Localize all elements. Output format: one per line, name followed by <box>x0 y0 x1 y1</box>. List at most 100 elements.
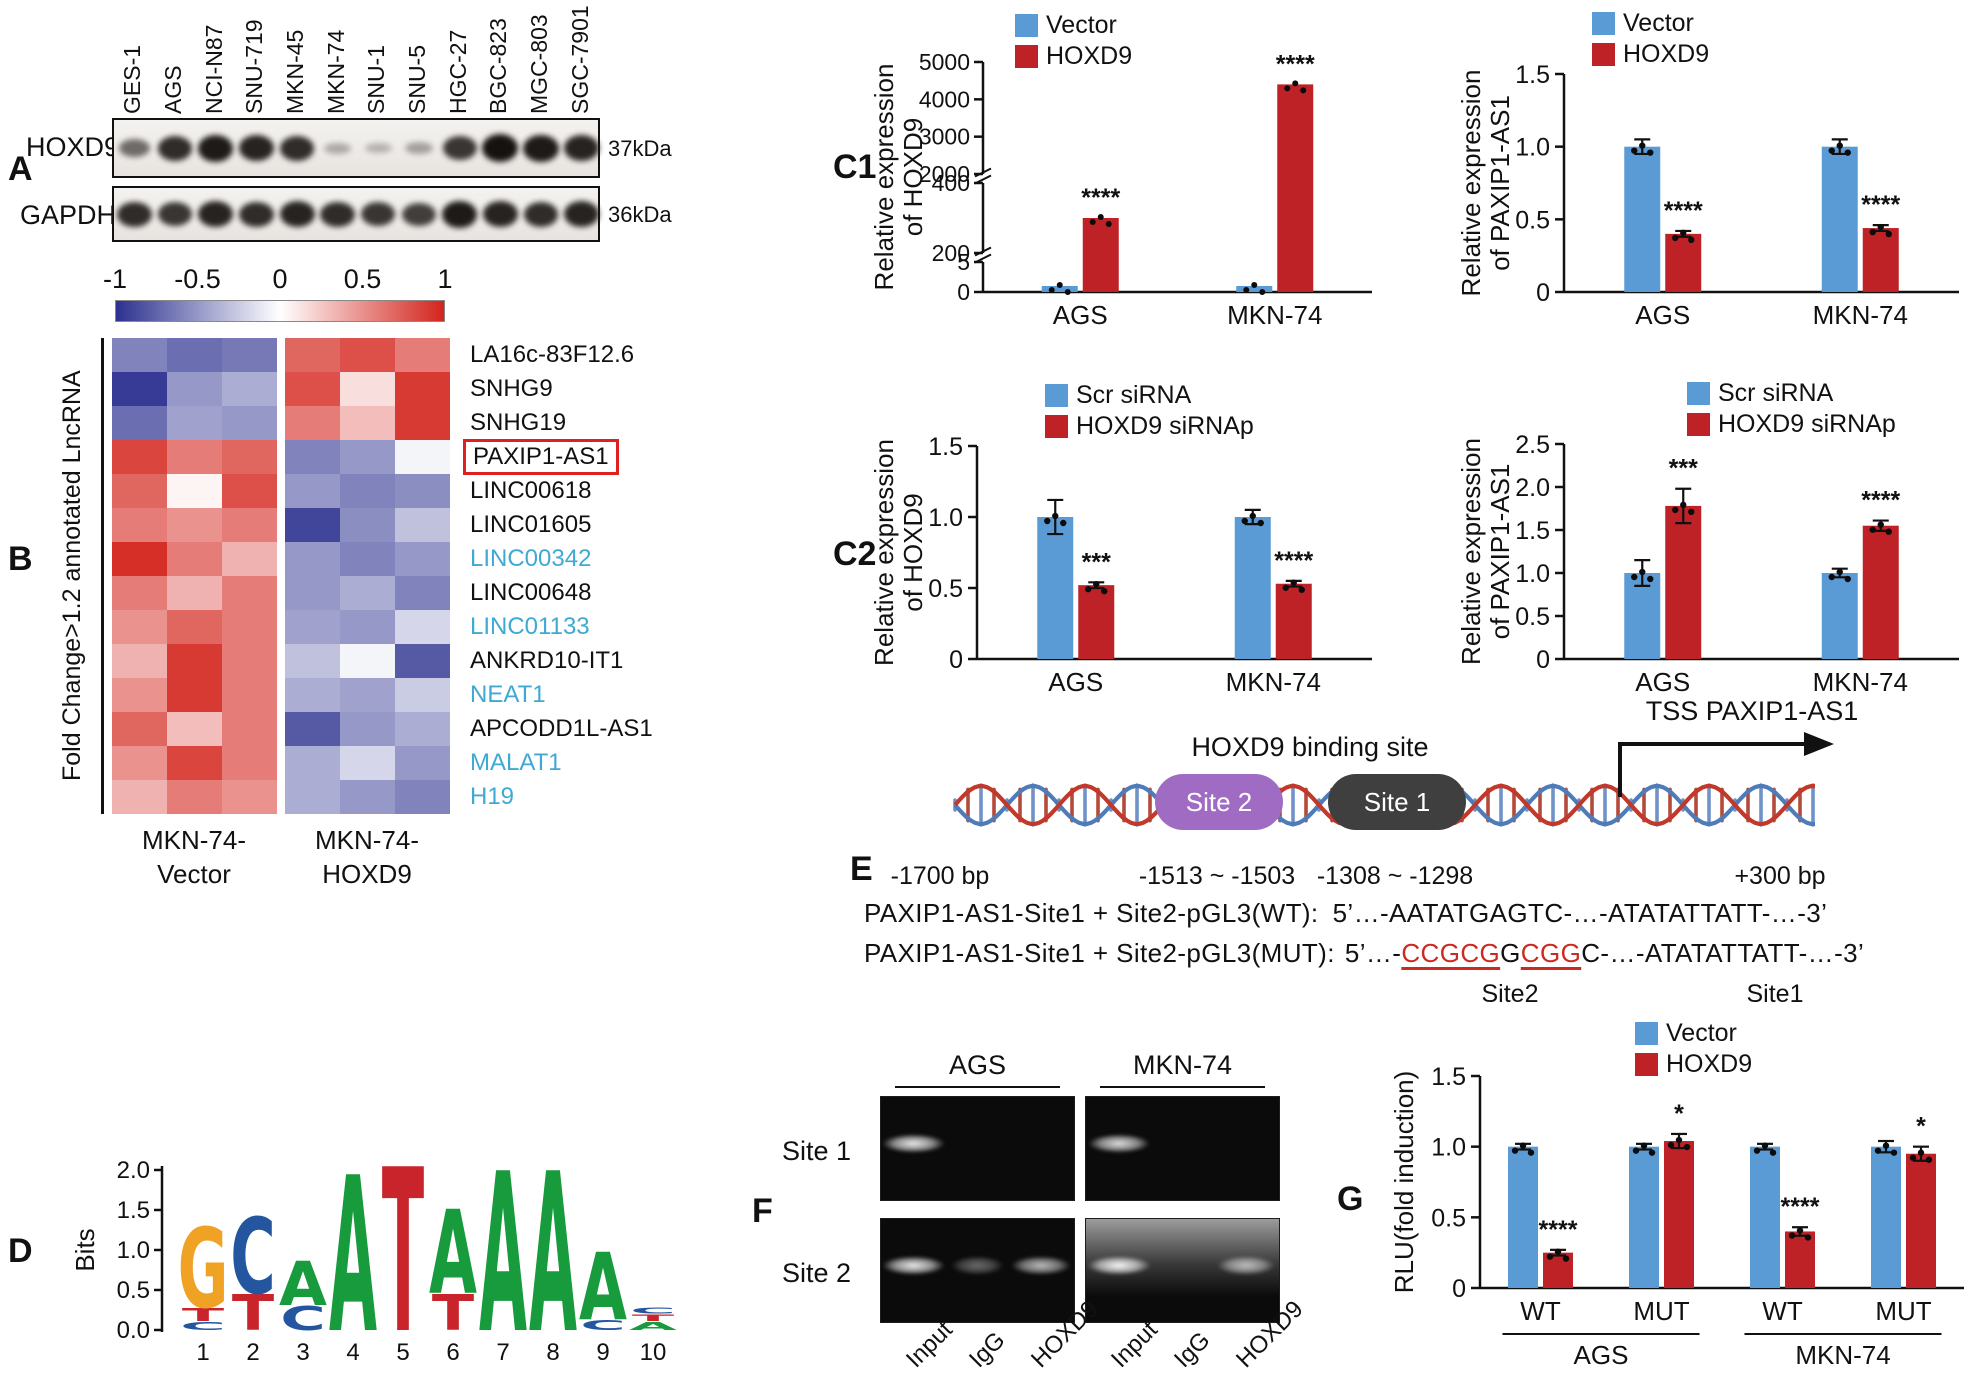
legend-label-Vector: Vector <box>1623 9 1694 37</box>
heat-cell <box>112 508 167 542</box>
heat-cell <box>167 372 222 406</box>
site1-pill: Site 1 <box>1328 774 1466 830</box>
panel-c2-label: C2 <box>833 535 877 573</box>
wb-band <box>361 202 396 226</box>
x-category-MUT-3: MUT <box>1875 1296 1931 1326</box>
svg-text:5: 5 <box>957 249 970 275</box>
logo-position-4: 4 <box>346 1339 359 1366</box>
heat-cell <box>395 542 450 576</box>
chip-band <box>1216 1256 1276 1276</box>
gel-site2-mkn74 <box>1085 1218 1280 1323</box>
wb-band <box>523 134 559 162</box>
legend-swatch-Vector <box>1592 12 1615 35</box>
heat-cell <box>340 610 395 644</box>
legend-swatch-HOXD9 siRNAp <box>1045 415 1068 438</box>
bar-HOXD9-WT-2 <box>1785 1231 1815 1288</box>
heat-cell <box>340 712 395 746</box>
coord-site2-range: -1513 ~ -1503 <box>1138 862 1296 890</box>
chart-paxip1as1-knockdown: 0 0.5 1.0 1.5 2.0 2.5 *** AGS **** MKN-74 Scr siRN… <box>1452 379 1967 707</box>
logo-letter-A: A <box>329 1133 377 1382</box>
x-category-MKN-74-1: MKN-74 <box>1813 300 1908 330</box>
mutated-bases: CGG <box>1520 938 1582 968</box>
wb-band <box>405 142 433 154</box>
logo-letter-T: T <box>632 1313 674 1323</box>
logo-letter-T: T <box>382 1121 424 1383</box>
legend-swatch-Vector <box>1015 14 1038 37</box>
panel-e-label: E <box>850 850 873 888</box>
bar-HOXD9-MKN-74-1 <box>1277 84 1314 293</box>
heat-cell <box>395 508 450 542</box>
sig-MKN-74-1: **** <box>1276 50 1315 78</box>
heat-cell <box>112 542 167 576</box>
heat-cell <box>285 576 340 610</box>
heat-cell <box>285 440 340 474</box>
heatmap-row-labels: LA16c-83F12.6 SNHG9 SNHG19 PAXIP1-AS1 LINC00… <box>463 338 710 814</box>
heat-cell <box>112 712 167 746</box>
wb-band <box>238 135 274 161</box>
panel-f-label: F <box>752 1192 773 1230</box>
logo-position-8: 8 <box>546 1339 559 1366</box>
svg-text:0.5: 0.5 <box>1515 603 1550 631</box>
legend-label-HOXD9: HOXD9 <box>1046 42 1132 70</box>
heatmap-group-vector: MKN-74- Vector <box>104 824 284 892</box>
sig-MUT-3: * <box>1916 1113 1926 1141</box>
heat-cell <box>285 644 340 678</box>
heat-cell <box>112 610 167 644</box>
legend-label-HOXD9 siRNAp: HOXD9 siRNAp <box>1718 410 1896 438</box>
x-category-AGS-0: AGS <box>1635 667 1690 697</box>
lane-label-IgG: IgG <box>964 1326 1011 1374</box>
heat-cell <box>285 474 340 508</box>
chart-hoxd9-knockdown: 0 0.5 1.0 1.5 *** AGS **** MKN-74 Scr siRNA HOXD9… <box>865 381 1380 707</box>
sig-MKN-74-1: **** <box>1861 487 1900 515</box>
heat-cell <box>395 576 450 610</box>
logo-letter-T: T <box>182 1305 224 1325</box>
bar-HOXD9 siRNAp-MKN-74-1 <box>1862 525 1899 659</box>
lncrna-label-LINC00618: LINC00618 <box>470 477 592 504</box>
svg-text:0.5: 0.5 <box>928 575 963 603</box>
x-category-AGS-0: AGS <box>1635 300 1690 330</box>
logo-position-1: 1 <box>196 1339 209 1366</box>
heat-cell <box>222 372 277 406</box>
heatmap-ylabel: Fold Change>1.2 annotated LncRNA <box>58 370 86 782</box>
wb-band <box>279 135 315 161</box>
bar-Vector-WT-0 <box>1508 1146 1538 1288</box>
wb-band <box>117 201 152 227</box>
heat-cell <box>395 440 450 474</box>
heat-cell <box>340 542 395 576</box>
heat-cell <box>222 644 277 678</box>
scale-tick-1: 1 <box>437 264 453 294</box>
heat-cell <box>285 508 340 542</box>
sequence-mut-row: PAXIP1-AS1-Site1 + Site2-pGL3(MUT): 5’…-C… <box>864 938 1864 969</box>
wb-band <box>158 202 192 226</box>
bar-HOXD9 siRNAp-AGS-0 <box>1078 585 1115 659</box>
heat-cell <box>222 610 277 644</box>
heat-cell <box>340 746 395 780</box>
svg-text:1.0: 1.0 <box>928 504 963 532</box>
legend-swatch-Scr siRNA <box>1045 384 1068 407</box>
wb-band <box>441 200 478 228</box>
heat-cell <box>167 406 222 440</box>
tss-label: TSS PAXIP1-AS1 <box>1645 696 1859 726</box>
chart-hoxd9-overexpression: 0 5 200 400 2000 3000 4000 5000 **** AGS **** MKN-7… <box>865 8 1380 340</box>
lncrna-label-MALAT1: MALAT1 <box>470 749 562 776</box>
gel-site1-mkn74 <box>1085 1096 1280 1201</box>
heat-cell <box>340 576 395 610</box>
heat-cell <box>395 610 450 644</box>
logo-position-6: 6 <box>446 1339 459 1366</box>
y-axis-label: of HOXD9 <box>898 493 928 612</box>
svg-text:1.5: 1.5 <box>1431 1063 1466 1091</box>
group-label-MKN-74: MKN-74 <box>1795 1340 1890 1370</box>
heat-cell <box>112 474 167 508</box>
c2a-svg: 0 0.5 1.0 1.5 *** AGS **** MKN-74 Scr siRNA HOXD9… <box>869 381 1372 697</box>
seq-wt-label: PAXIP1-AS1-Site1 + Site2-pGL3(WT): <box>864 898 1319 928</box>
site2-row-label: Site 2 <box>782 1258 852 1288</box>
y-axis-label: RLU(fold induction) <box>1389 1071 1419 1294</box>
svg-text:0.5: 0.5 <box>1431 1204 1466 1232</box>
bar-Vector-MUT-1 <box>1629 1146 1659 1288</box>
chip-band <box>1086 1256 1151 1276</box>
heat-cell <box>340 474 395 508</box>
heat-cell <box>395 712 450 746</box>
heat-cell <box>395 372 450 406</box>
heat-cell <box>340 406 395 440</box>
x-category-AGS-0: AGS <box>1053 300 1108 330</box>
